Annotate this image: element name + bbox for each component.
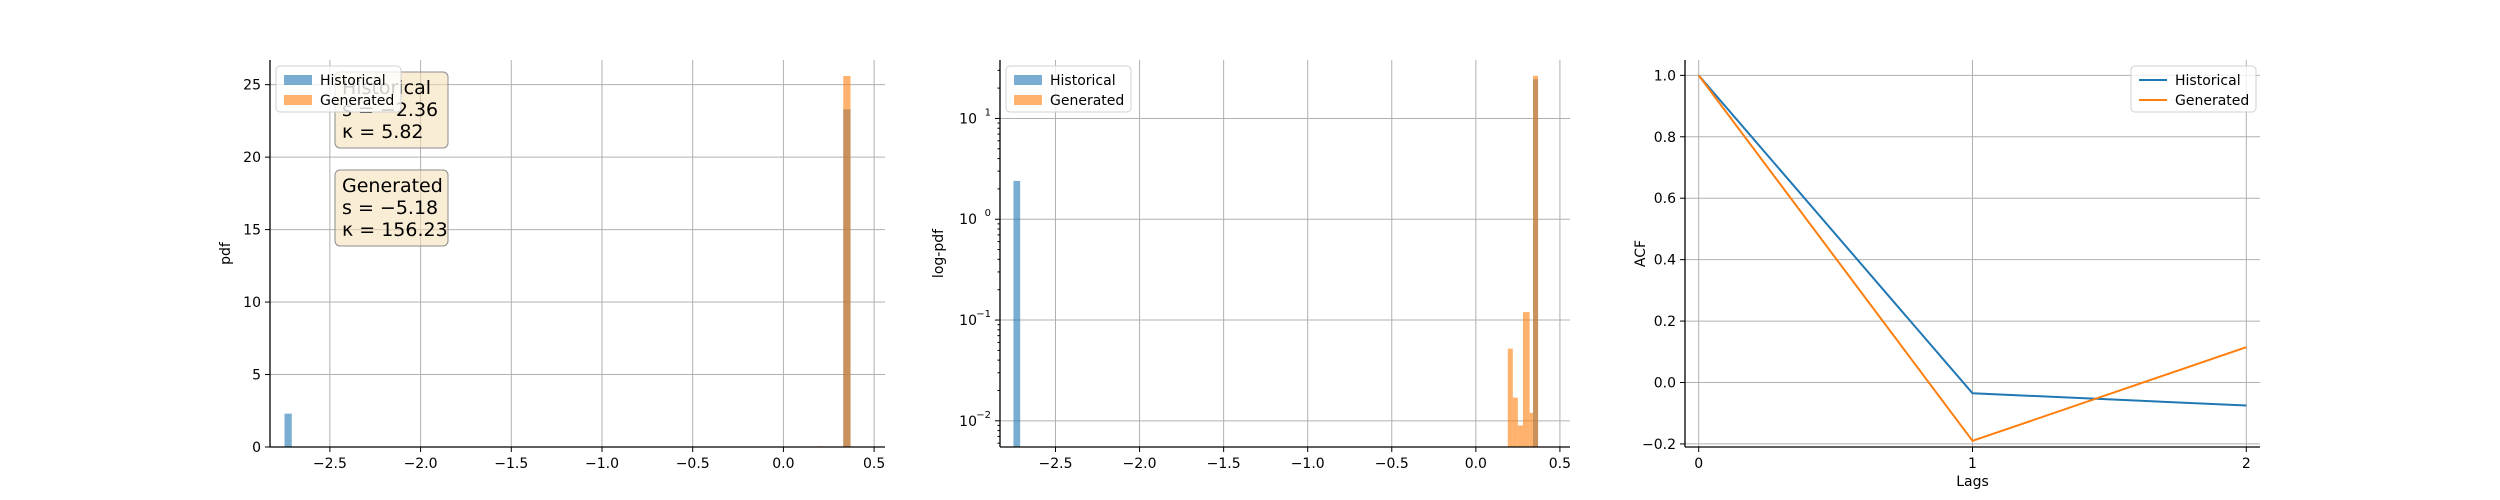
legend-swatch-generated (284, 95, 312, 105)
y-tick-base: 10 (959, 111, 977, 127)
y-tick-label: 10 (959, 313, 977, 329)
y-tick-label: 0.6 (1654, 191, 1676, 207)
y-tick-base: 10 (959, 414, 977, 430)
y-tick-label: −0.2 (1642, 437, 1676, 453)
legend-label: Historical (320, 73, 386, 89)
x-tick-label: −0.5 (1375, 456, 1409, 472)
y-tick-label: 0.2 (1654, 314, 1676, 330)
legend-swatch-historical (284, 75, 312, 85)
stats-line: s = −5.18 (342, 197, 438, 219)
histogram-bar-generated (1517, 425, 1523, 447)
y-tick-exponent: −1 (976, 309, 991, 320)
x-tick-label: 1 (1968, 456, 1977, 472)
stats-line: κ = 5.82 (342, 121, 424, 143)
x-axis-label: Lags (1956, 474, 1989, 490)
legend-swatch-historical (1014, 75, 1042, 85)
y-axis-label: ACF (1633, 240, 1649, 267)
acf-line-historical (1697, 74, 2247, 407)
x-tick-label: 0.0 (772, 456, 794, 472)
x-tick-label: −2.0 (404, 456, 438, 472)
x-tick-label: 0.5 (863, 456, 885, 472)
y-tick-label: 1.0 (1654, 68, 1676, 84)
legend: Historical Generated (1005, 65, 1132, 113)
legend-label: Historical (2175, 73, 2241, 89)
histogram-bar-generated (1533, 75, 1539, 448)
y-tick-base: 10 (959, 313, 977, 329)
histogram-bar-generated (1529, 412, 1534, 447)
y-tick-label: 10 (959, 212, 977, 228)
x-tick-label: 0.5 (1549, 456, 1571, 472)
legend-label: Generated (2175, 93, 2249, 109)
y-tick-base: 10 (959, 212, 977, 228)
y-tick-label: 20 (243, 150, 261, 166)
histogram-bar-generated (1522, 312, 1530, 447)
histogram-bar-generated (1507, 348, 1513, 447)
y-tick-exponent: 0 (985, 208, 991, 219)
chart-3: 0 1 2 −0.2 0.0 0.2 0.4 0.6 0.8 1.0 ACF Lags Historic… (1633, 60, 2260, 490)
acf-line-generated (1697, 74, 2247, 443)
y-tick-label: 15 (243, 223, 261, 239)
y-tick-label: 0 (252, 440, 261, 456)
legend-label: Generated (320, 93, 394, 109)
y-tick-exponent: 1 (985, 107, 991, 118)
y-tick-label: 0.0 (1654, 376, 1676, 392)
legend-swatch-generated (1014, 95, 1042, 105)
y-tick-label: 10 (959, 414, 977, 430)
histogram-bar-historical (284, 413, 292, 447)
x-tick-label: 0 (1694, 456, 1703, 472)
x-tick-label: −2.5 (1038, 456, 1072, 472)
x-tick-label: −1.0 (585, 456, 619, 472)
y-tick-label: 25 (243, 78, 261, 94)
legend: Historical Generated (275, 65, 402, 113)
y-tick-label: 0.4 (1654, 253, 1676, 269)
x-tick-label: −1.5 (494, 456, 528, 472)
y-tick-label: 10 (243, 295, 261, 311)
stats-line: Generated (342, 175, 443, 197)
x-tick-label: −2.0 (1123, 456, 1157, 472)
legend: Historical Generated (2130, 65, 2257, 113)
x-tick-label: −1.5 (1207, 456, 1241, 472)
y-axis-label: log-pdf (931, 228, 947, 278)
legend-label: Historical (1050, 73, 1116, 89)
stats-line: κ = 156.23 (342, 219, 448, 241)
x-tick-label: 0.0 (1465, 456, 1487, 472)
x-tick-label: −2.5 (313, 456, 347, 472)
legend-label: Generated (1050, 93, 1124, 109)
chart-1: −2.5 −2.0 −1.5 −1.0 −0.5 0.0 0.5 0 5 10 15 20 25 pdf H… (218, 60, 885, 472)
stats-box (334, 169, 449, 247)
histogram-bar-historical (1013, 180, 1021, 447)
x-tick-label: −0.5 (676, 456, 710, 472)
x-tick-label: 2 (2242, 456, 2251, 472)
y-tick-label: 10 (959, 111, 977, 127)
histogram-bar-generated (1512, 397, 1518, 447)
y-axis-label: pdf (218, 241, 234, 265)
y-tick-label: 0.8 (1654, 130, 1676, 146)
histogram-bar-generated (843, 75, 851, 447)
y-tick-label: 5 (252, 368, 261, 384)
x-tick-label: −1.0 (1291, 456, 1325, 472)
y-tick-exponent: −2 (976, 410, 991, 421)
